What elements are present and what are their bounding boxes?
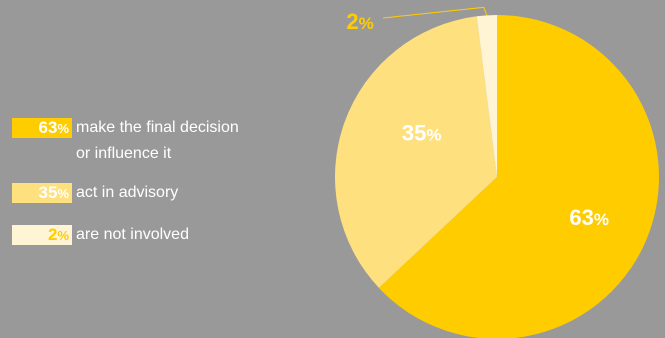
legend-label-line-1: act in advisory [76,184,179,201]
pie-slice [335,16,497,288]
legend-badge-percent: % [57,121,69,136]
legend-badge: 63% [12,118,72,138]
leader-line [382,6,488,19]
pie-slice [476,15,497,177]
slice-label: 2% [346,9,373,34]
legend-badge-value: 63 [38,118,58,137]
legend-label-line-1: are not involved [76,226,189,243]
legend-badge-percent: % [57,228,69,243]
legend-label: act in advisory [76,180,178,206]
legend-label-line-1: make the final decision [76,119,239,136]
legend-label-line-2: or influence it [76,145,172,162]
slice-label: 35% [402,120,442,145]
legend-badge-value: 2 [47,225,58,244]
legend-badge-percent: % [57,186,69,201]
legend-label: make the final decision or influence it [76,115,239,167]
legend-badge-value: 35 [38,183,58,202]
pie-slice [378,15,659,338]
legend-label: are not involved [76,222,189,248]
legend-badge: 2% [12,225,72,245]
slice-label: 63% [569,205,609,230]
legend-badge: 35% [12,183,72,203]
legend-item-final-decision: 63% make the final decision or influence … [12,118,239,167]
legend-item-not-involved: 2% are not involved [12,225,189,248]
legend-item-advisory: 35% act in advisory [12,183,178,206]
